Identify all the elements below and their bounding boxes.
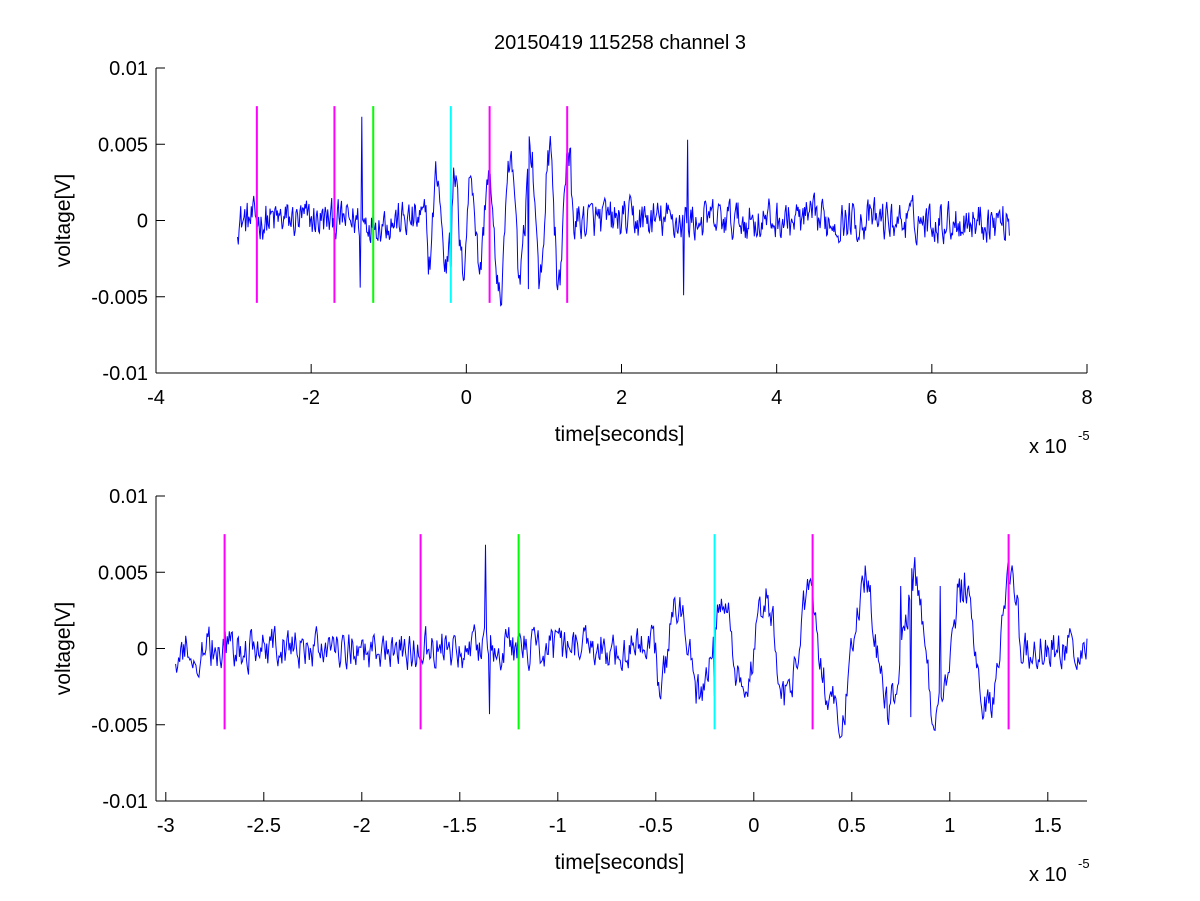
y-tick-label: -0.005 <box>91 715 148 737</box>
x-tick-label: 2 <box>616 387 627 409</box>
figure-title: 20150419 115258 channel 3 <box>494 32 746 54</box>
y-tick-label: 0.005 <box>98 134 148 156</box>
top-plot: -0.01 -0.005 0 0.005 0.01 -4 -2 0 2 4 6 8 time[secon… <box>52 58 1093 458</box>
y-tick-label: -0.01 <box>102 363 148 385</box>
x-tick-label: -2 <box>302 387 320 409</box>
x-tick-label: -1.5 <box>443 815 477 837</box>
x-tick-label: 0 <box>461 387 472 409</box>
y-tick-label: 0.005 <box>98 562 148 584</box>
x-multiplier-exponent: -5 <box>1078 856 1090 871</box>
y-tick-label: 0 <box>137 639 148 661</box>
x-multiplier-label: x 10 <box>1029 864 1067 886</box>
x-multiplier-exponent: -5 <box>1078 428 1090 443</box>
x-axis-label: time[seconds] <box>555 851 685 874</box>
y-tick-label: -0.005 <box>91 287 148 309</box>
x-tick-label: 8 <box>1081 387 1092 409</box>
voltage-trace <box>237 116 1010 307</box>
x-tick-label: -2 <box>353 815 371 837</box>
x-tick-label: -4 <box>147 387 165 409</box>
x-tick-label: 0 <box>748 815 759 837</box>
y-tick-label: -0.01 <box>102 791 148 813</box>
bottom-plot: -0.01 -0.005 0 0.005 0.01 -3 -2.5 -2 -1.5 -1 -0.5 0… <box>52 486 1090 886</box>
x-tick-label: -1 <box>549 815 567 837</box>
y-axis-label: voltage[V] <box>52 174 75 267</box>
x-tick-label: 0.5 <box>838 815 866 837</box>
x-tick-label: 6 <box>926 387 937 409</box>
x-multiplier-label: x 10 <box>1029 436 1067 458</box>
x-tick-label: 4 <box>771 387 782 409</box>
y-axis-label: voltage[V] <box>52 602 75 695</box>
y-tick-label: 0.01 <box>109 58 148 80</box>
x-tick-label: 1.5 <box>1034 815 1062 837</box>
x-tick-label: -0.5 <box>639 815 673 837</box>
x-tick-label: 1 <box>944 815 955 837</box>
voltage-trace <box>175 544 1088 739</box>
x-tick-label: -2.5 <box>247 815 281 837</box>
x-tick-label: -3 <box>157 815 175 837</box>
x-axis-label: time[seconds] <box>555 423 685 446</box>
y-tick-label: 0.01 <box>109 486 148 508</box>
y-tick-label: 0 <box>137 211 148 233</box>
